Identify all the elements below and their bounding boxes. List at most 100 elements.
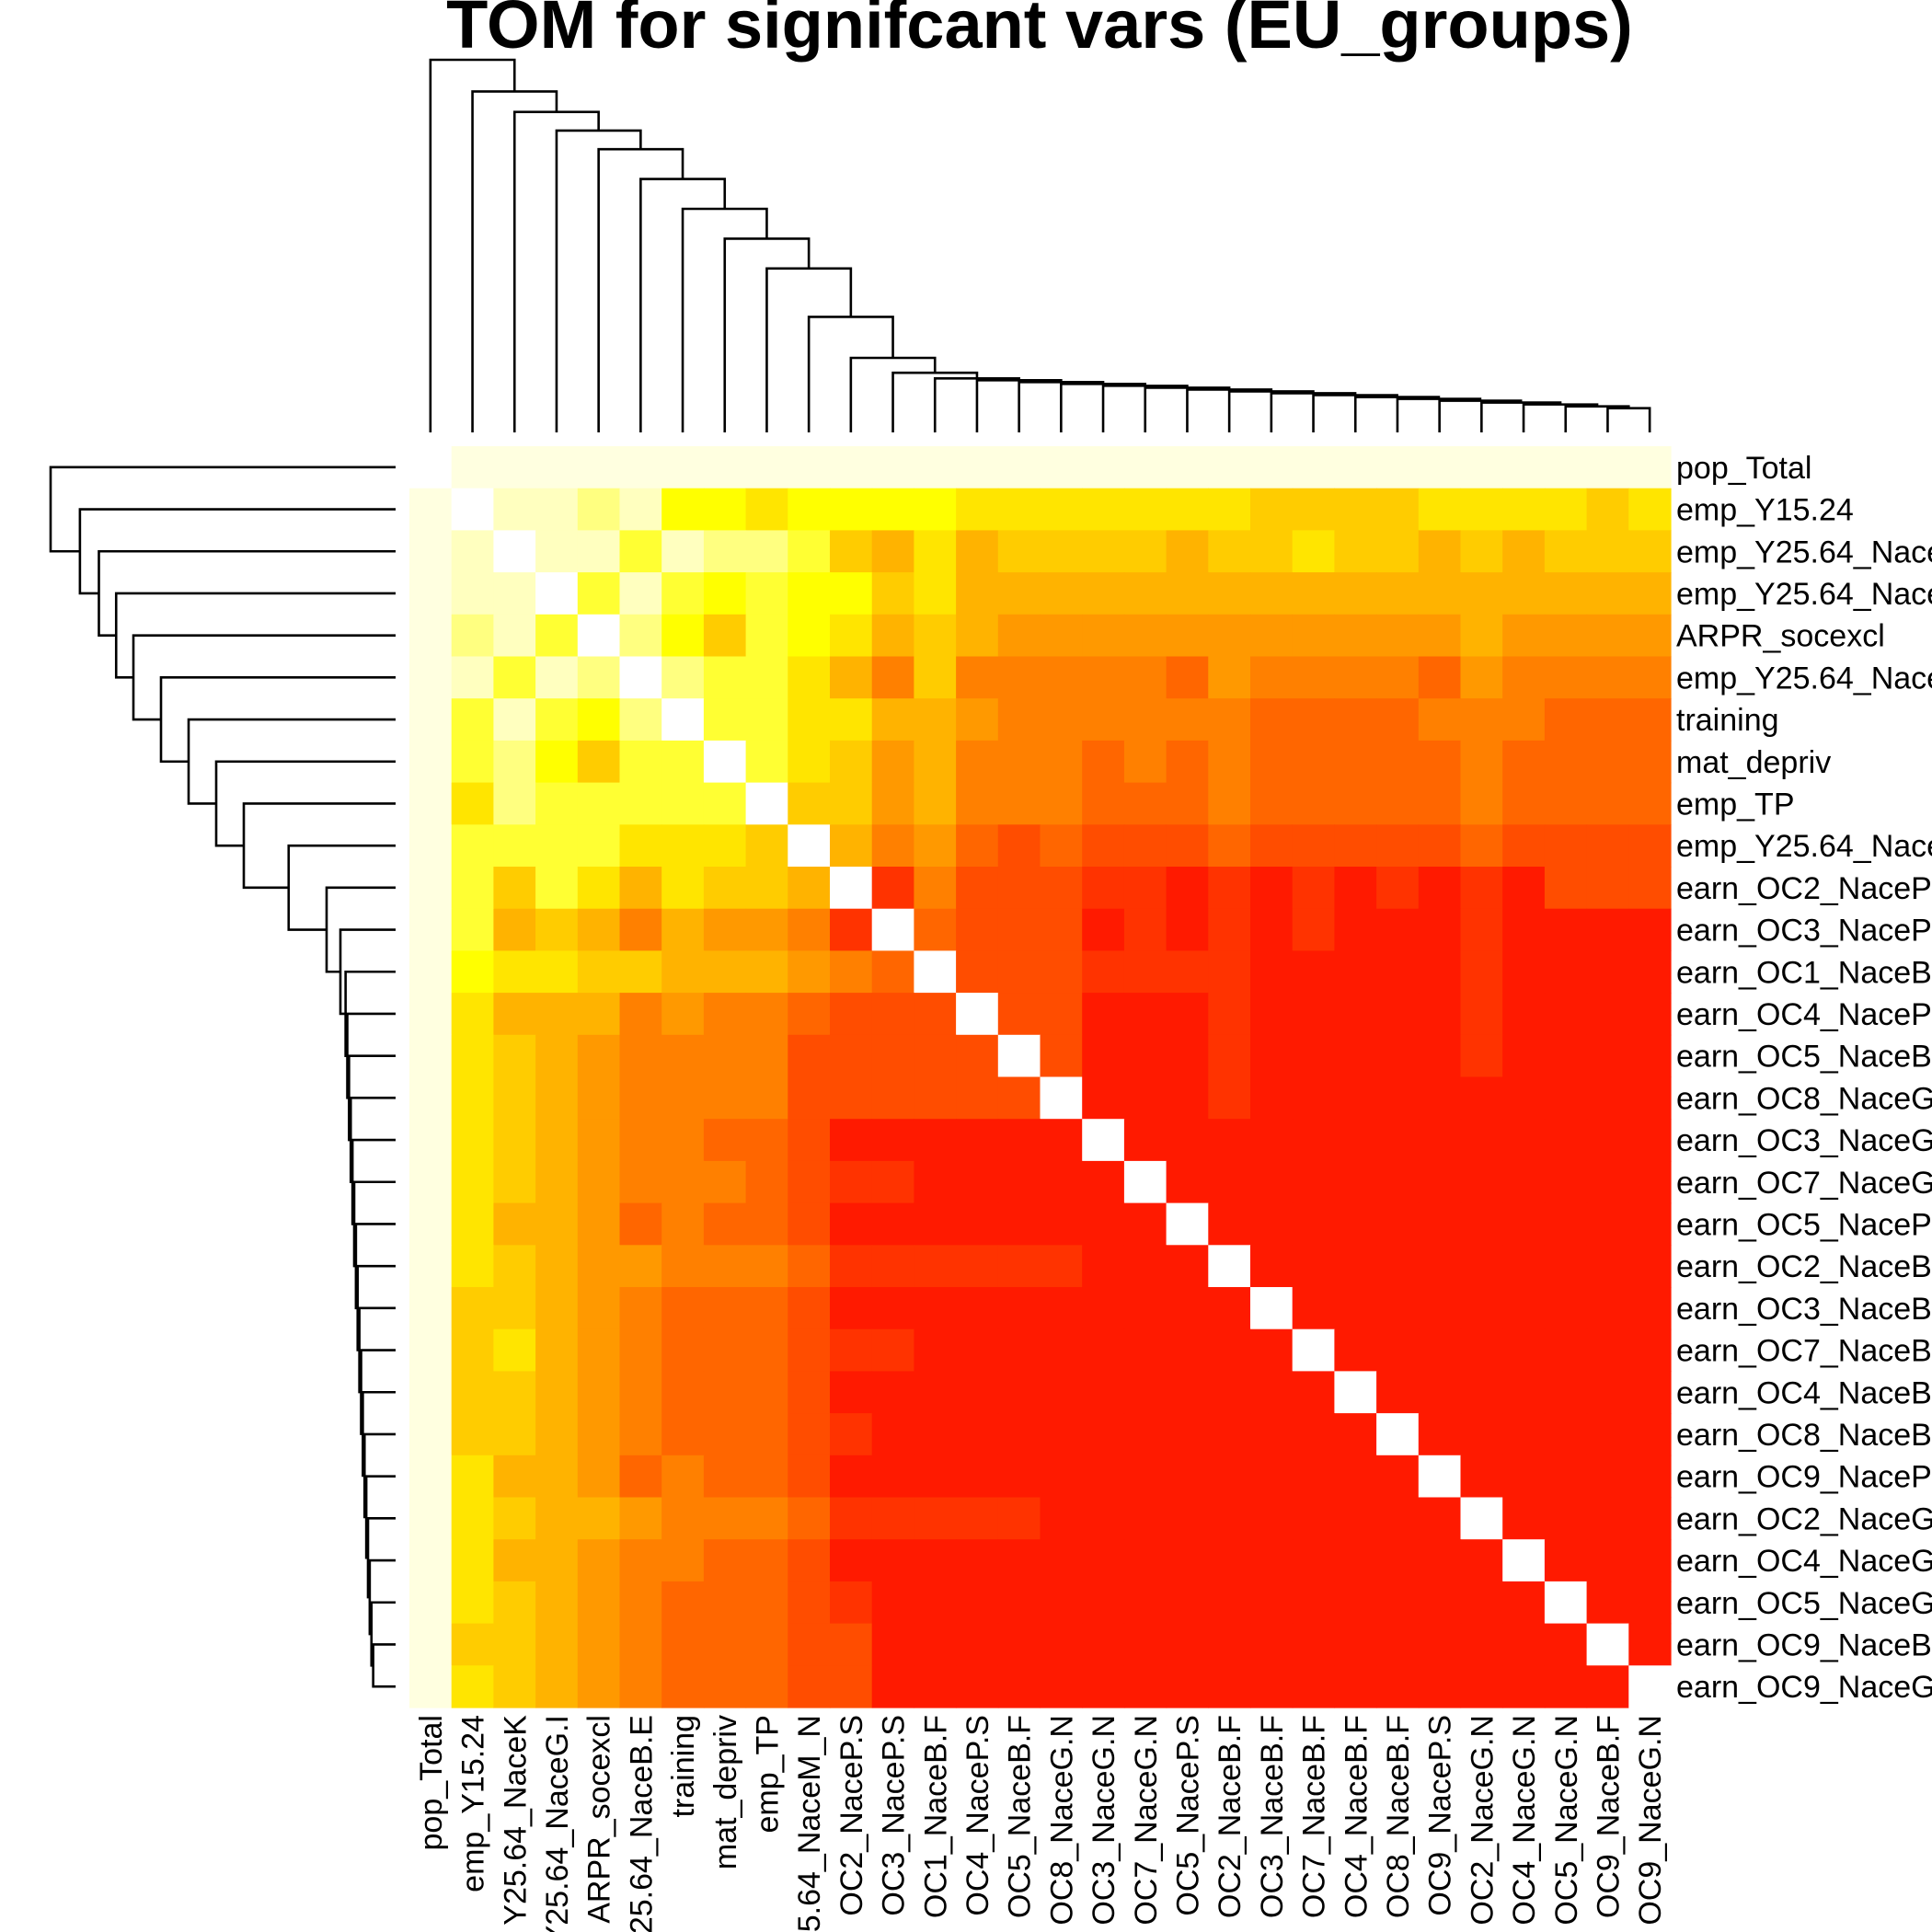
heatmap-cell-5-24 (1418, 656, 1462, 699)
heatmap-cell-11-29 (1628, 908, 1672, 951)
heatmap-cell-3-16 (1082, 572, 1125, 615)
heatmap-cell-0-4 (577, 446, 621, 489)
heatmap-cell-2-8 (745, 530, 788, 573)
heatmap-cell-5-14 (997, 656, 1041, 699)
column-label: Y25.64_NaceG.I (540, 1715, 575, 1932)
heatmap-cell-19-3 (535, 1245, 579, 1288)
heatmap-cell-28-3 (535, 1623, 579, 1666)
heatmap-cell-2-13 (956, 530, 999, 573)
heatmap-cell-1-2 (493, 488, 536, 531)
heatmap-cell-5-7 (703, 656, 747, 699)
heatmap-cell-17-28 (1586, 1160, 1629, 1204)
heatmap-cell-15-4 (577, 1076, 621, 1120)
heatmap-cell-1-10 (830, 488, 873, 531)
heatmap-cell-13-29 (1628, 993, 1672, 1036)
heatmap-cell-23-27 (1544, 1413, 1588, 1456)
column-label: OC4_NaceB.F (1339, 1715, 1374, 1918)
heatmap-cell-9-9 (788, 824, 831, 868)
heatmap-cell-17-6 (661, 1160, 705, 1204)
heatmap-cell-21-10 (830, 1328, 873, 1372)
heatmap-cell-8-10 (830, 782, 873, 825)
heatmap-cell-12-14 (997, 950, 1041, 994)
heatmap-cell-11-20 (1250, 908, 1294, 951)
heatmap-cell-0-11 (871, 446, 914, 489)
heatmap-cell-21-26 (1502, 1328, 1546, 1372)
heatmap-cell-13-19 (1208, 993, 1251, 1036)
heatmap-cell-15-20 (1250, 1076, 1294, 1120)
heatmap-cell-3-7 (703, 572, 747, 615)
heatmap-cell-24-9 (788, 1455, 831, 1499)
column-label: emp_Y15.24 (456, 1715, 491, 1892)
heatmap-cell-22-19 (1208, 1371, 1251, 1414)
heatmap-cell-28-22 (1334, 1623, 1377, 1666)
heatmap-cell-16-19 (1208, 1119, 1251, 1162)
heatmap-cell-8-25 (1460, 782, 1503, 825)
heatmap-cell-27-6 (661, 1581, 705, 1625)
heatmap-cell-19-6 (661, 1245, 705, 1288)
heatmap-cell-14-2 (493, 1034, 536, 1078)
heatmap-cell-6-4 (577, 698, 621, 742)
heatmap-cell-10-7 (703, 867, 747, 910)
heatmap-cell-0-12 (914, 446, 957, 489)
heatmap-cell-17-25 (1460, 1160, 1503, 1204)
heatmap-cell-24-3 (535, 1455, 579, 1499)
heatmap-cell-24-11 (871, 1455, 914, 1499)
heatmap-cell-7-13 (956, 740, 999, 784)
heatmap-cell-8-11 (871, 782, 914, 825)
heatmap-cell-2-4 (577, 530, 621, 573)
heatmap-cell-9-11 (871, 824, 914, 868)
heatmap-cell-19-21 (1292, 1245, 1335, 1288)
heatmap-cell-23-13 (956, 1413, 999, 1456)
heatmap-cell-0-15 (1040, 446, 1083, 489)
heatmap-cell-15-22 (1334, 1076, 1377, 1120)
heatmap-cell-14-11 (871, 1034, 914, 1078)
heatmap-cell-29-17 (1123, 1665, 1167, 1708)
heatmap-cell-23-29 (1628, 1413, 1672, 1456)
heatmap-cell-29-29 (1628, 1665, 1672, 1708)
heatmap-cell-26-22 (1334, 1539, 1377, 1582)
heatmap-cell-11-11 (871, 908, 914, 951)
heatmap-cell-0-10 (830, 446, 873, 489)
heatmap-cell-26-27 (1544, 1539, 1588, 1582)
heatmap-cell-6-26 (1502, 698, 1546, 742)
heatmap-cell-9-13 (956, 824, 999, 868)
heatmap-cell-26-25 (1460, 1539, 1503, 1582)
column-label: OC9_NaceB.F (1591, 1715, 1626, 1918)
heatmap-cell-17-2 (493, 1160, 536, 1204)
heatmap-cell-3-17 (1123, 572, 1167, 615)
heatmap-cell-22-8 (745, 1371, 788, 1414)
row-label: earn_OC1_NaceB (1676, 955, 1932, 990)
heatmap-cell-12-5 (619, 950, 662, 994)
heatmap-cell-19-29 (1628, 1245, 1672, 1288)
heatmap-cell-20-17 (1123, 1287, 1167, 1330)
heatmap-cell-15-9 (788, 1076, 831, 1120)
heatmap-cell-28-6 (661, 1623, 705, 1666)
heatmap-cell-18-20 (1250, 1202, 1294, 1246)
column-label: emp_TP (750, 1715, 785, 1834)
heatmap-cell-14-18 (1166, 1034, 1209, 1078)
heatmap-cell-12-2 (493, 950, 536, 994)
heatmap-cell-2-14 (997, 530, 1041, 573)
heatmap-cell-27-28 (1586, 1581, 1629, 1625)
heatmap-cell-6-20 (1250, 698, 1294, 742)
heatmap-cell-17-3 (535, 1160, 579, 1204)
heatmap-cell-23-24 (1418, 1413, 1462, 1456)
heatmap-cell-10-10 (830, 867, 873, 910)
heatmap-cell-5-10 (830, 656, 873, 699)
heatmap-cell-11-7 (703, 908, 747, 951)
heatmap-cell-18-25 (1460, 1202, 1503, 1246)
heatmap-cell-25-19 (1208, 1497, 1251, 1540)
heatmap-cell-0-17 (1123, 446, 1167, 489)
heatmap-cell-21-16 (1082, 1328, 1125, 1372)
heatmap-cell-14-20 (1250, 1034, 1294, 1078)
heatmap-cell-1-9 (788, 488, 831, 531)
heatmap-cell-7-22 (1334, 740, 1377, 784)
heatmap-cell-7-11 (871, 740, 914, 784)
heatmap-cell-28-20 (1250, 1623, 1294, 1666)
heatmap-cell-8-29 (1628, 782, 1672, 825)
heatmap-cell-16-2 (493, 1119, 536, 1162)
heatmap-cell-25-20 (1250, 1497, 1294, 1540)
heatmap-cell-19-7 (703, 1245, 747, 1288)
heatmap-cell-27-21 (1292, 1581, 1335, 1625)
heatmap-cell-22-17 (1123, 1371, 1167, 1414)
